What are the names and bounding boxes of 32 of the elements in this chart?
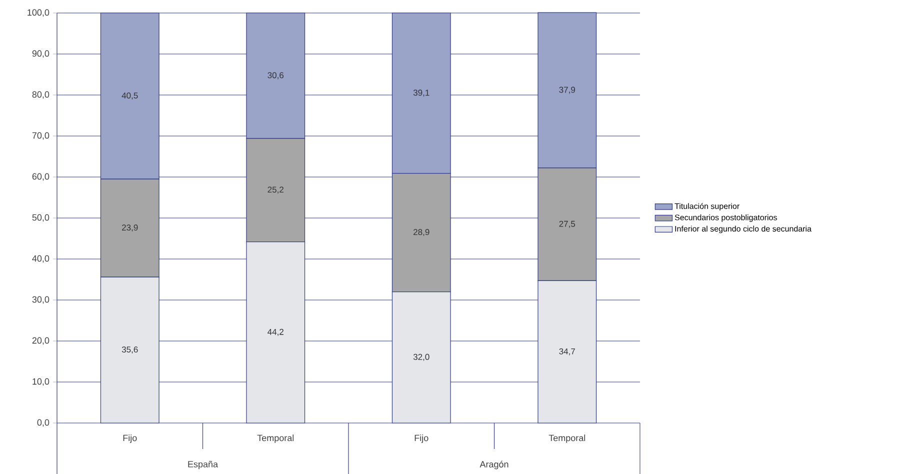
legend-label: Inferior al segundo ciclo de secundaria <box>675 226 812 234</box>
legend-label: Secundarios postobligatorios <box>674 214 777 222</box>
data-label: 37,9 <box>559 86 575 94</box>
y-tick-label: 100,0 <box>28 9 50 17</box>
y-tick-label: 50,0 <box>32 214 50 222</box>
legend-label: Titulación superior <box>674 203 740 211</box>
y-tick-label: 60,0 <box>32 173 50 181</box>
data-label: 25,2 <box>268 186 284 194</box>
y-tick-label: 90,0 <box>32 50 50 58</box>
data-label: 40,5 <box>122 92 138 100</box>
data-label: 30,6 <box>268 72 284 80</box>
data-label: 35,6 <box>122 346 138 354</box>
x-tick-label: Temporal <box>257 434 294 443</box>
y-tick-label: 10,0 <box>32 378 50 386</box>
data-label: 28,9 <box>414 229 430 236</box>
data-label: 32,0 <box>413 354 430 361</box>
data-label: 44,2 <box>268 328 284 336</box>
y-tick-label: 70,0 <box>32 132 50 140</box>
data-label: 27,5 <box>559 220 576 228</box>
x-tick-label: Temporal <box>548 434 586 443</box>
data-label: 34,7 <box>559 348 575 356</box>
data-label: 23,9 <box>122 224 138 232</box>
y-tick-label: 0,0 <box>37 419 50 427</box>
x-tick-label: Fijo <box>123 434 137 443</box>
data-label: 39,1 <box>413 90 430 97</box>
y-tick-label: 40,0 <box>32 255 50 263</box>
y-tick-label: 20,0 <box>32 337 50 345</box>
x-tick-label: Fijo <box>414 434 428 443</box>
text: España <box>188 460 218 470</box>
y-tick-label: 30,0 <box>32 296 50 304</box>
y-tick-label: 80,0 <box>32 91 50 99</box>
text: Aragón <box>480 460 508 470</box>
